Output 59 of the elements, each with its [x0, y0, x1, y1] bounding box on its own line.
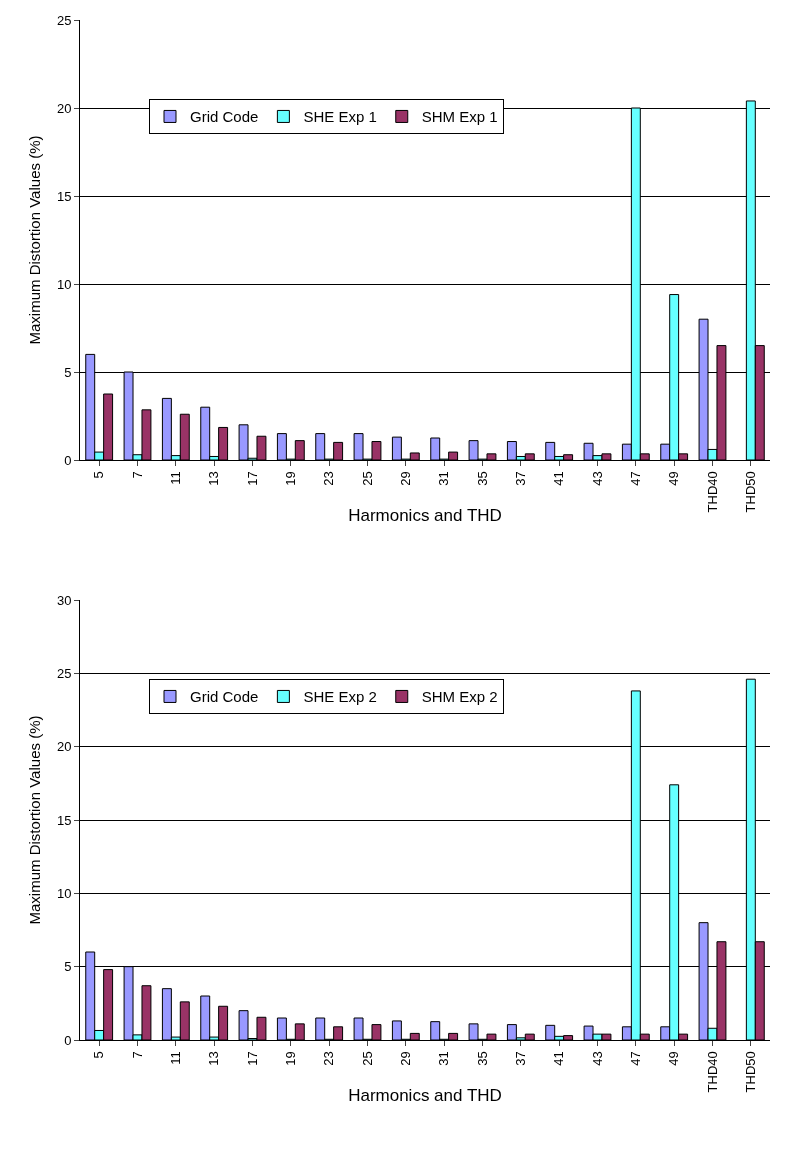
x-tick-label: 11 [168, 1051, 184, 1065]
legend-label: SHE Exp 2 [303, 688, 377, 706]
x-tick-label: 17 [244, 471, 260, 486]
x-tick-label: 13 [206, 1051, 222, 1066]
x-tick-label: 25 [359, 1051, 375, 1066]
x-tick-label: 41 [551, 471, 567, 486]
x-tick-label: 7 [129, 1051, 145, 1059]
x-tick-label: 25 [359, 471, 375, 486]
x-tick-label: 11 [168, 471, 184, 485]
x-tick-label: THD50 [743, 471, 759, 513]
x-tick-label: 23 [321, 1051, 337, 1066]
x-tick-label: 7 [129, 471, 145, 479]
y-axis-title: Maximum Distortion Values (%) [26, 715, 43, 925]
x-tick-label: THD40 [704, 1051, 720, 1093]
y-tick-label: 30 [56, 592, 72, 608]
x-tick-label: 43 [589, 471, 605, 486]
x-tick-label: 47 [628, 471, 644, 486]
y-tick-label: 5 [64, 364, 72, 380]
y-tick-label: 10 [56, 276, 72, 292]
y-tick-label: 20 [56, 739, 72, 755]
y-tick-label: 25 [56, 12, 72, 28]
legend-label: SHE Exp 1 [303, 108, 377, 126]
x-tick-label: THD50 [743, 1051, 759, 1093]
y-tick-label: 0 [64, 452, 72, 468]
y-tick-label: 15 [56, 188, 72, 204]
x-tick-label: 5 [91, 471, 107, 479]
x-tick-label: 19 [283, 471, 299, 486]
x-tick-label: 23 [321, 471, 337, 486]
x-tick-label: 37 [513, 471, 529, 486]
y-tick-label: 15 [56, 812, 72, 828]
x-tick-label: 35 [474, 471, 490, 486]
x-tick-label: 29 [398, 471, 414, 486]
x-tick-label: THD40 [704, 471, 720, 513]
x-tick-label: 49 [666, 471, 682, 486]
x-axis-title: Harmonics and THD [348, 1086, 502, 1105]
y-tick-label: 25 [56, 665, 72, 681]
x-tick-label: 49 [666, 1051, 682, 1066]
y-tick-label: 10 [56, 885, 72, 901]
x-tick-label: 17 [244, 1051, 260, 1066]
x-tick-label: 47 [628, 1051, 644, 1066]
x-tick-label: 13 [206, 471, 222, 486]
x-tick-label: 31 [436, 1051, 452, 1066]
x-tick-label: 43 [589, 1051, 605, 1066]
y-tick-label: 0 [64, 1032, 72, 1048]
x-tick-label: 29 [398, 1051, 414, 1066]
y-tick-label: 20 [56, 100, 72, 116]
x-tick-label: 35 [474, 1051, 490, 1066]
x-tick-label: 19 [283, 1051, 299, 1066]
legend-label: SHM Exp 2 [421, 688, 498, 706]
legend-label: SHM Exp 1 [421, 108, 498, 126]
x-tick-label: 37 [513, 1051, 529, 1066]
x-tick-label: 5 [91, 1051, 107, 1059]
legend-label: Grid Code [190, 688, 259, 706]
y-tick-label: 5 [64, 959, 72, 975]
x-axis-title: Harmonics and THD [348, 506, 502, 525]
y-axis-title: Maximum Distortion Values (%) [26, 135, 43, 345]
legend-label: Grid Code [190, 108, 259, 126]
x-tick-label: 31 [436, 471, 452, 486]
x-tick-label: 41 [551, 1051, 567, 1066]
